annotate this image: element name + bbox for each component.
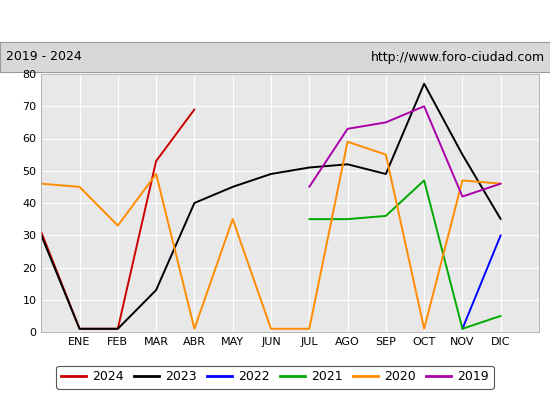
Text: 2019 - 2024: 2019 - 2024 — [6, 50, 81, 64]
Legend: 2024, 2023, 2022, 2021, 2020, 2019: 2024, 2023, 2022, 2021, 2020, 2019 — [56, 366, 494, 388]
Text: http://www.foro-ciudad.com: http://www.foro-ciudad.com — [370, 50, 544, 64]
Text: Evolucion Nº Turistas Extranjeros en el municipio de Espejo: Evolucion Nº Turistas Extranjeros en el … — [48, 14, 502, 28]
